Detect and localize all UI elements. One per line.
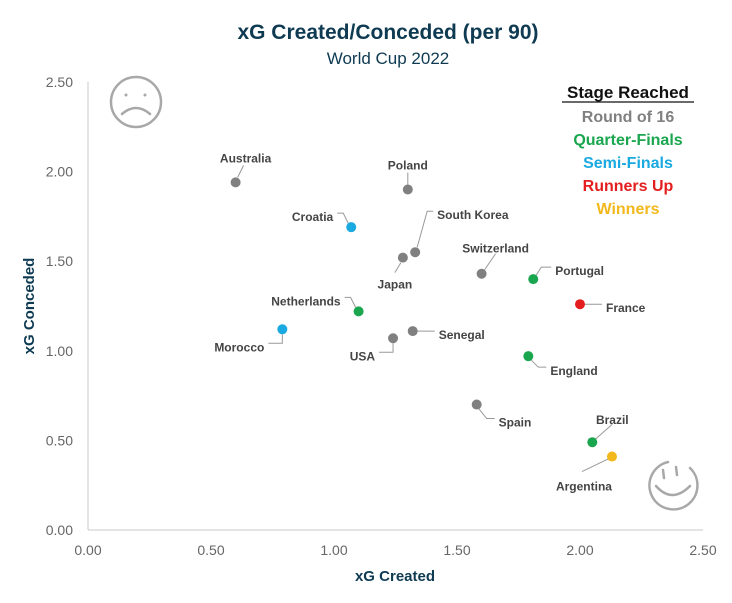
y-tick-label: 2.50 [46, 74, 73, 90]
connector-england [530, 359, 547, 368]
y-tick-label: 1.00 [46, 343, 73, 359]
axes [87, 82, 703, 531]
connector-japan [394, 262, 402, 273]
connector-netherlands [344, 296, 357, 308]
point-label: Senegal [439, 328, 485, 342]
legend-entry: Winners [597, 201, 660, 218]
point-japan [397, 252, 408, 263]
point-label: Morocco [214, 340, 264, 354]
point-netherlands [353, 306, 364, 317]
x-tick-label: 0.00 [74, 542, 101, 558]
connector-south-korea [416, 210, 434, 248]
point-label: Brazil [596, 413, 629, 427]
legend: Stage Reached Round of 16 Quarter-Finals S… [562, 83, 694, 218]
point-senegal [407, 326, 418, 337]
data-points [230, 177, 617, 462]
x-axis-label: xG Created [355, 568, 435, 585]
label-connectors [237, 165, 613, 472]
point-label: France [606, 301, 646, 315]
connector-portugal [535, 266, 552, 276]
point-labels: Australia Poland Croatia South Korea Japan Sw… [214, 151, 645, 493]
point-south-korea [410, 247, 421, 258]
y-tick-labels: 0.00 0.50 1.00 1.50 2.00 2.50 [46, 74, 73, 538]
x-tick-labels: 0.00 0.50 1.00 1.50 2.00 2.50 [74, 542, 716, 558]
point-poland [402, 184, 413, 195]
point-label: Spain [499, 416, 532, 430]
point-label: USA [350, 349, 376, 363]
point-label: Croatia [292, 210, 334, 224]
x-tick-label: 1.00 [320, 542, 347, 558]
connector-brazil [594, 423, 613, 440]
connector-switzerland [484, 253, 497, 271]
point-usa [388, 333, 399, 344]
point-spain [471, 399, 482, 410]
legend-entry: Round of 16 [582, 109, 675, 126]
point-label: Argentina [556, 480, 612, 494]
point-label: Poland [388, 159, 428, 173]
point-brazil [587, 437, 598, 448]
y-tick-label: 0.00 [46, 522, 73, 538]
x-tick-label: 2.50 [689, 542, 716, 558]
point-label: Japan [378, 278, 413, 292]
y-tick-label: 1.50 [46, 253, 73, 269]
point-label: Portugal [555, 264, 604, 278]
x-tick-label: 1.50 [443, 542, 470, 558]
point-france [575, 299, 585, 310]
point-croatia [346, 222, 357, 233]
connector-argentina [581, 458, 610, 472]
point-label: Switzerland [462, 242, 529, 256]
connector-usa [379, 343, 394, 353]
legend-entry: Quarter-Finals [573, 132, 682, 149]
x-tick-label: 2.00 [566, 542, 593, 558]
connector-spain [478, 408, 495, 420]
chart-subtitle: World Cup 2022 [327, 49, 450, 68]
legend-title: Stage Reached [567, 83, 689, 102]
point-switzerland [476, 268, 487, 279]
connector-morocco [268, 334, 283, 344]
legend-entry: Semi-Finals [583, 155, 673, 172]
connector-croatia [337, 212, 349, 224]
legend-entry: Runners Up [583, 178, 674, 195]
point-australia [230, 177, 241, 188]
point-label: South Korea [437, 208, 509, 222]
y-axis-label: xG Conceded [21, 258, 38, 355]
smiley-face-icon [648, 460, 699, 511]
point-label: Australia [220, 151, 272, 165]
x-tick-label: 0.50 [197, 542, 224, 558]
y-tick-label: 2.00 [46, 164, 73, 180]
point-label: Netherlands [271, 294, 341, 308]
point-label: England [550, 364, 597, 378]
point-morocco [277, 324, 288, 335]
sad-face-icon [109, 75, 163, 129]
connector-australia [237, 165, 245, 178]
y-tick-label: 0.50 [46, 432, 73, 448]
point-portugal [528, 274, 539, 285]
chart-title: xG Created/Conceded (per 90) [237, 21, 538, 44]
point-argentina [606, 451, 617, 462]
point-england [523, 351, 534, 362]
